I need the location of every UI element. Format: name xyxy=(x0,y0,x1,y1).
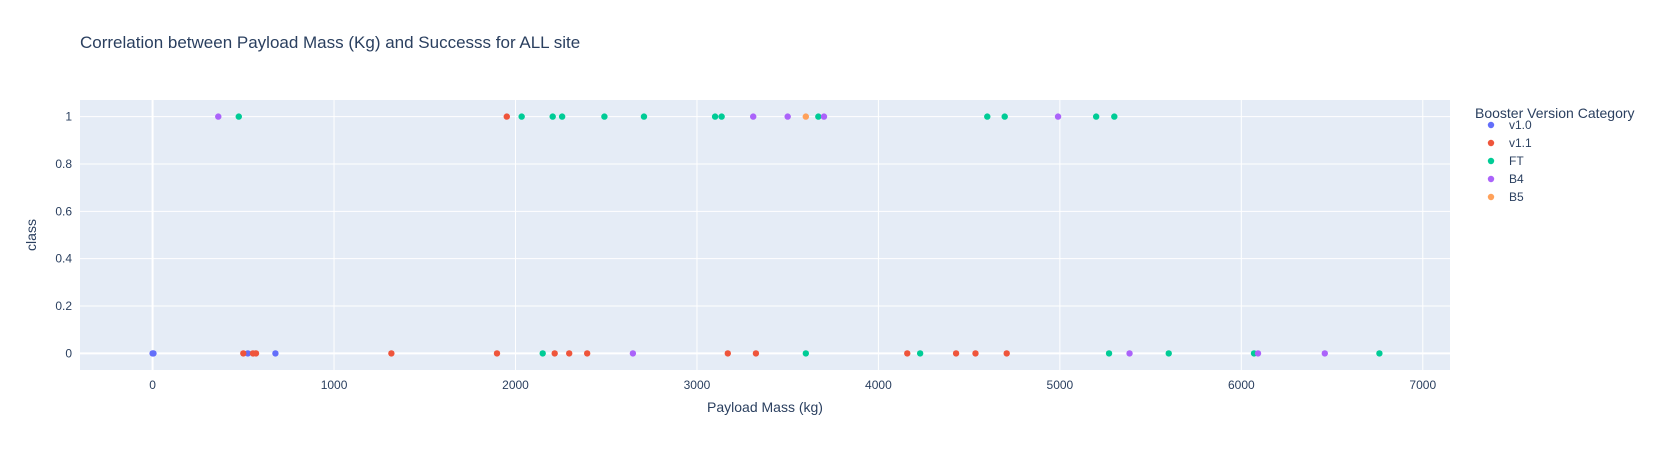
data-point-b4[interactable] xyxy=(820,113,828,120)
data-point-ft[interactable] xyxy=(1111,113,1118,120)
data-point-ft[interactable] xyxy=(815,113,822,120)
data-point-v1-1[interactable] xyxy=(904,350,911,357)
x-tick-label: 2000 xyxy=(502,378,529,392)
data-point-v1-1[interactable] xyxy=(752,350,760,357)
legend-title: Booster Version Category xyxy=(1475,105,1635,121)
data-point-v1-1[interactable] xyxy=(252,350,260,357)
data-point-v1-1[interactable] xyxy=(493,350,501,357)
plot-area xyxy=(80,100,1450,370)
x-axis-title: Payload Mass (kg) xyxy=(707,399,823,415)
data-point-ft[interactable] xyxy=(235,113,242,120)
data-point-v1-1[interactable] xyxy=(503,113,510,120)
data-point-v1-1[interactable] xyxy=(1003,350,1010,357)
x-tick-label: 5000 xyxy=(1047,378,1074,392)
data-point-ft[interactable] xyxy=(1001,113,1008,120)
data-point-v1-1[interactable] xyxy=(240,350,247,357)
y-tick-label: 1 xyxy=(65,110,72,124)
x-tick-label: 1000 xyxy=(321,378,348,392)
data-point-ft[interactable] xyxy=(718,113,725,120)
data-point-ft[interactable] xyxy=(601,113,608,120)
grid-lines xyxy=(80,100,1450,370)
data-point-ft[interactable] xyxy=(1105,350,1113,357)
legend-label: B4 xyxy=(1509,172,1524,186)
x-tick-label: 0 xyxy=(149,378,156,392)
data-point-b4[interactable] xyxy=(784,113,791,120)
data-point-ft[interactable] xyxy=(549,113,556,120)
data-point-v1-0[interactable] xyxy=(150,350,157,357)
data-point-ft[interactable] xyxy=(1165,350,1172,357)
y-tick-label: 0.8 xyxy=(55,157,72,171)
x-tick-label: 3000 xyxy=(684,378,711,392)
data-point-v1-1[interactable] xyxy=(972,350,979,357)
axis-ticks: 0 1000 2000 3000 4000 5000 6000 7000 0 0.2 0.4 0.6 0… xyxy=(55,110,1436,392)
data-point-v1-1[interactable] xyxy=(566,350,573,357)
legend-item[interactable]: B5 xyxy=(1487,190,1524,204)
data-point-v1-0[interactable] xyxy=(244,350,252,357)
data-point-b4[interactable] xyxy=(1254,350,1262,357)
data-point-v1-1[interactable] xyxy=(388,350,395,357)
data-point-ft[interactable] xyxy=(916,350,924,357)
data-point-ft[interactable] xyxy=(802,350,810,357)
y-tick-label: 0.4 xyxy=(55,252,72,266)
data-point-ft[interactable] xyxy=(539,350,546,357)
legend-marker xyxy=(1487,139,1495,147)
data-point-v1-1[interactable] xyxy=(952,350,960,357)
data-point-b4[interactable] xyxy=(1054,113,1062,120)
data-point-ft[interactable] xyxy=(640,113,648,120)
y-tick-label: 0 xyxy=(65,346,72,360)
data-point-ft[interactable] xyxy=(518,113,525,120)
data-point-ft[interactable] xyxy=(1376,350,1383,357)
data-point-v1-0[interactable] xyxy=(272,350,279,357)
legend-marker xyxy=(1487,121,1495,129)
data-point-b4[interactable] xyxy=(629,350,637,357)
data-point-b4[interactable] xyxy=(1321,350,1328,357)
data-point-b4[interactable] xyxy=(1126,350,1133,357)
data-point-v1-1[interactable] xyxy=(583,350,591,357)
legend-item[interactable]: B4 xyxy=(1487,172,1524,186)
legend-item[interactable]: v1.1 xyxy=(1487,136,1532,150)
data-point-ft[interactable] xyxy=(1092,113,1100,120)
legend-marker xyxy=(1487,193,1495,201)
legend-label: FT xyxy=(1509,154,1524,168)
legend-marker xyxy=(1487,175,1495,183)
legend[interactable]: Booster Version Category v1.0 v1.1 FT B4 B5 xyxy=(1475,105,1635,204)
x-tick-label: 7000 xyxy=(1409,378,1436,392)
legend-marker xyxy=(1487,157,1495,165)
x-tick-label: 4000 xyxy=(865,378,892,392)
legend-item[interactable]: v1.0 xyxy=(1487,118,1532,132)
legend-label: v1.0 xyxy=(1509,118,1532,132)
y-tick-label: 0.2 xyxy=(55,299,72,313)
data-point-ft[interactable] xyxy=(558,113,566,120)
legend-item[interactable]: FT xyxy=(1487,154,1525,168)
x-tick-label: 6000 xyxy=(1228,378,1255,392)
chart-title: Correlation between Payload Mass (Kg) an… xyxy=(80,33,580,52)
legend-label: B5 xyxy=(1509,190,1524,204)
data-points xyxy=(149,113,1383,357)
data-point-b4[interactable] xyxy=(750,113,757,120)
data-point-ft[interactable] xyxy=(984,113,991,120)
data-point-ft[interactable] xyxy=(711,113,719,120)
y-tick-label: 0.6 xyxy=(55,204,72,218)
data-point-b5[interactable] xyxy=(802,113,810,120)
data-point-b4[interactable] xyxy=(215,113,222,120)
legend-label: v1.1 xyxy=(1509,136,1532,150)
data-point-v1-1[interactable] xyxy=(551,350,558,357)
data-point-v1-1[interactable] xyxy=(724,350,732,357)
y-axis-title: class xyxy=(23,219,39,251)
